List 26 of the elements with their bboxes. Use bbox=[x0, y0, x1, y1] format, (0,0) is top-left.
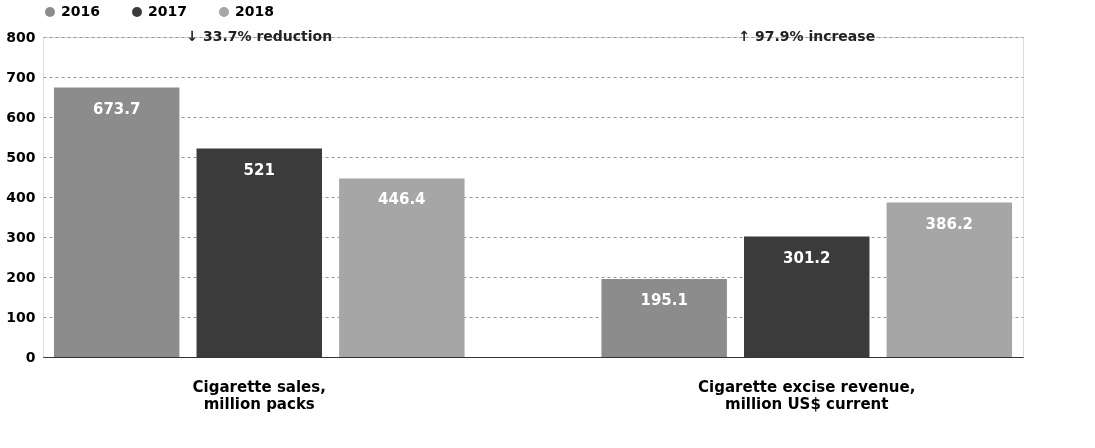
data-label: 386.2 bbox=[925, 214, 974, 233]
data-label: 446.4 bbox=[378, 190, 426, 209]
bar bbox=[339, 178, 465, 357]
bar bbox=[53, 87, 180, 357]
y-tick-label: 800 bbox=[6, 28, 36, 45]
data-label: 195.1 bbox=[640, 290, 688, 309]
y-tick-label: 200 bbox=[6, 268, 36, 285]
legend-label: 2016 bbox=[61, 3, 100, 19]
annotation: ↓ 33.7% reduction bbox=[186, 28, 333, 44]
y-tick-label: 500 bbox=[6, 148, 36, 165]
y-tick-label: 300 bbox=[6, 228, 36, 245]
y-tick-label: 0 bbox=[25, 348, 36, 365]
data-label: 521 bbox=[243, 160, 275, 179]
y-tick-label: 400 bbox=[6, 188, 36, 205]
bar bbox=[601, 278, 727, 357]
legend-label: 2017 bbox=[148, 3, 187, 19]
y-tick-label: 700 bbox=[6, 68, 36, 85]
x-tick-label: Cigarette sales, million packs bbox=[192, 377, 326, 413]
y-tick-label: 600 bbox=[6, 108, 36, 125]
data-label: 301.2 bbox=[783, 248, 831, 267]
bar bbox=[886, 202, 1013, 357]
y-tick-label: 100 bbox=[6, 308, 36, 325]
data-label: 673.7 bbox=[92, 99, 141, 118]
annotation: ↑ 97.9% increase bbox=[738, 28, 876, 44]
x-tick-label: Cigarette excise revenue, million US$ current bbox=[698, 377, 916, 413]
legend-label: 2018 bbox=[235, 3, 274, 19]
